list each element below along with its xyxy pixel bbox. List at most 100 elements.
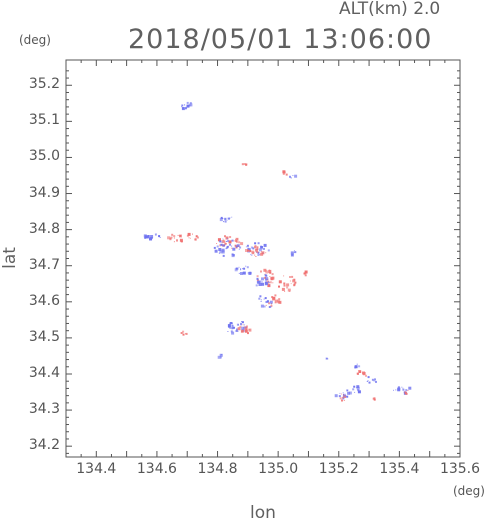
data-point bbox=[269, 276, 271, 277]
data-point bbox=[194, 238, 197, 241]
data-point bbox=[241, 321, 244, 324]
data-point bbox=[245, 246, 247, 248]
data-point bbox=[408, 386, 412, 390]
data-point bbox=[342, 397, 345, 400]
y-tick-label: 34.2 bbox=[28, 437, 60, 454]
data-point bbox=[219, 250, 223, 254]
data-point bbox=[186, 234, 189, 237]
data-point bbox=[289, 276, 291, 278]
data-point bbox=[359, 371, 362, 373]
data-point bbox=[401, 386, 403, 388]
data-point bbox=[353, 385, 356, 388]
data-point bbox=[270, 306, 272, 308]
data-point bbox=[407, 389, 409, 391]
data-point bbox=[283, 284, 286, 287]
data-point bbox=[265, 304, 267, 306]
data-point bbox=[185, 332, 188, 335]
data-point bbox=[368, 381, 371, 384]
data-point bbox=[263, 298, 265, 300]
data-point bbox=[352, 388, 355, 391]
data-point bbox=[270, 277, 274, 281]
data-point bbox=[221, 250, 225, 254]
data-point bbox=[265, 270, 269, 274]
data-point bbox=[354, 391, 356, 393]
data-point bbox=[146, 235, 150, 239]
data-point bbox=[220, 216, 223, 219]
data-point bbox=[189, 102, 192, 105]
data-point bbox=[268, 302, 270, 305]
data-point bbox=[231, 253, 234, 256]
data-point bbox=[247, 248, 251, 252]
data-point bbox=[278, 285, 280, 288]
data-points-layer bbox=[143, 101, 412, 402]
data-point bbox=[177, 234, 179, 236]
data-point bbox=[347, 391, 351, 395]
data-point bbox=[343, 400, 345, 401]
data-point bbox=[241, 163, 244, 166]
data-point bbox=[231, 239, 234, 242]
data-point bbox=[375, 380, 377, 383]
data-point bbox=[397, 388, 401, 392]
data-point bbox=[240, 269, 242, 271]
y-tick-label: 34.7 bbox=[28, 256, 60, 273]
data-point bbox=[256, 277, 259, 280]
data-point bbox=[188, 237, 190, 239]
data-point bbox=[231, 331, 235, 335]
data-point bbox=[213, 246, 216, 249]
data-point bbox=[222, 218, 224, 219]
data-point bbox=[355, 387, 357, 389]
data-point bbox=[180, 332, 183, 334]
data-point bbox=[393, 389, 394, 391]
data-point bbox=[228, 325, 231, 328]
data-point bbox=[218, 248, 222, 251]
x-tick-label: 135.6 bbox=[439, 461, 481, 477]
data-point bbox=[226, 219, 228, 221]
y-tick-label: 34.4 bbox=[28, 364, 60, 381]
data-point bbox=[258, 248, 262, 252]
data-point bbox=[257, 242, 260, 245]
data-point bbox=[144, 236, 147, 239]
data-point bbox=[192, 233, 193, 235]
data-point bbox=[257, 254, 260, 256]
data-point bbox=[264, 278, 267, 281]
data-point bbox=[339, 397, 342, 400]
x-tick-label: 134.8 bbox=[197, 461, 238, 477]
data-point bbox=[260, 251, 262, 253]
data-point bbox=[236, 323, 239, 326]
data-point bbox=[176, 239, 178, 242]
data-point bbox=[356, 386, 360, 390]
data-point bbox=[358, 365, 361, 368]
y-tick-label: 34.6 bbox=[28, 292, 60, 309]
data-point bbox=[240, 272, 243, 275]
data-point bbox=[342, 393, 346, 397]
data-point bbox=[261, 282, 265, 286]
data-point bbox=[256, 251, 259, 254]
data-point bbox=[171, 233, 174, 236]
data-point bbox=[216, 245, 219, 248]
data-point bbox=[234, 244, 237, 247]
data-point bbox=[236, 244, 240, 247]
data-point bbox=[244, 326, 246, 328]
data-point bbox=[167, 236, 171, 240]
data-point bbox=[338, 395, 341, 398]
data-point bbox=[229, 326, 232, 329]
data-point bbox=[214, 249, 218, 253]
data-point bbox=[245, 265, 247, 267]
data-point bbox=[224, 242, 227, 245]
data-point bbox=[229, 322, 232, 325]
data-point bbox=[256, 247, 259, 250]
data-point bbox=[285, 173, 288, 176]
x-tick-label: 134.4 bbox=[76, 461, 117, 477]
data-point bbox=[272, 282, 274, 284]
data-point bbox=[233, 240, 235, 242]
data-point bbox=[242, 271, 246, 275]
data-point bbox=[278, 300, 282, 304]
x-tick-label: 135.4 bbox=[379, 461, 420, 477]
data-point bbox=[181, 104, 184, 107]
data-point bbox=[265, 301, 268, 303]
x-tick-label: 135.0 bbox=[258, 461, 299, 477]
data-point bbox=[240, 329, 244, 333]
data-point bbox=[150, 235, 154, 238]
y-tick-label: 35.2 bbox=[28, 76, 60, 93]
y-tick-label: 34.8 bbox=[28, 220, 60, 237]
